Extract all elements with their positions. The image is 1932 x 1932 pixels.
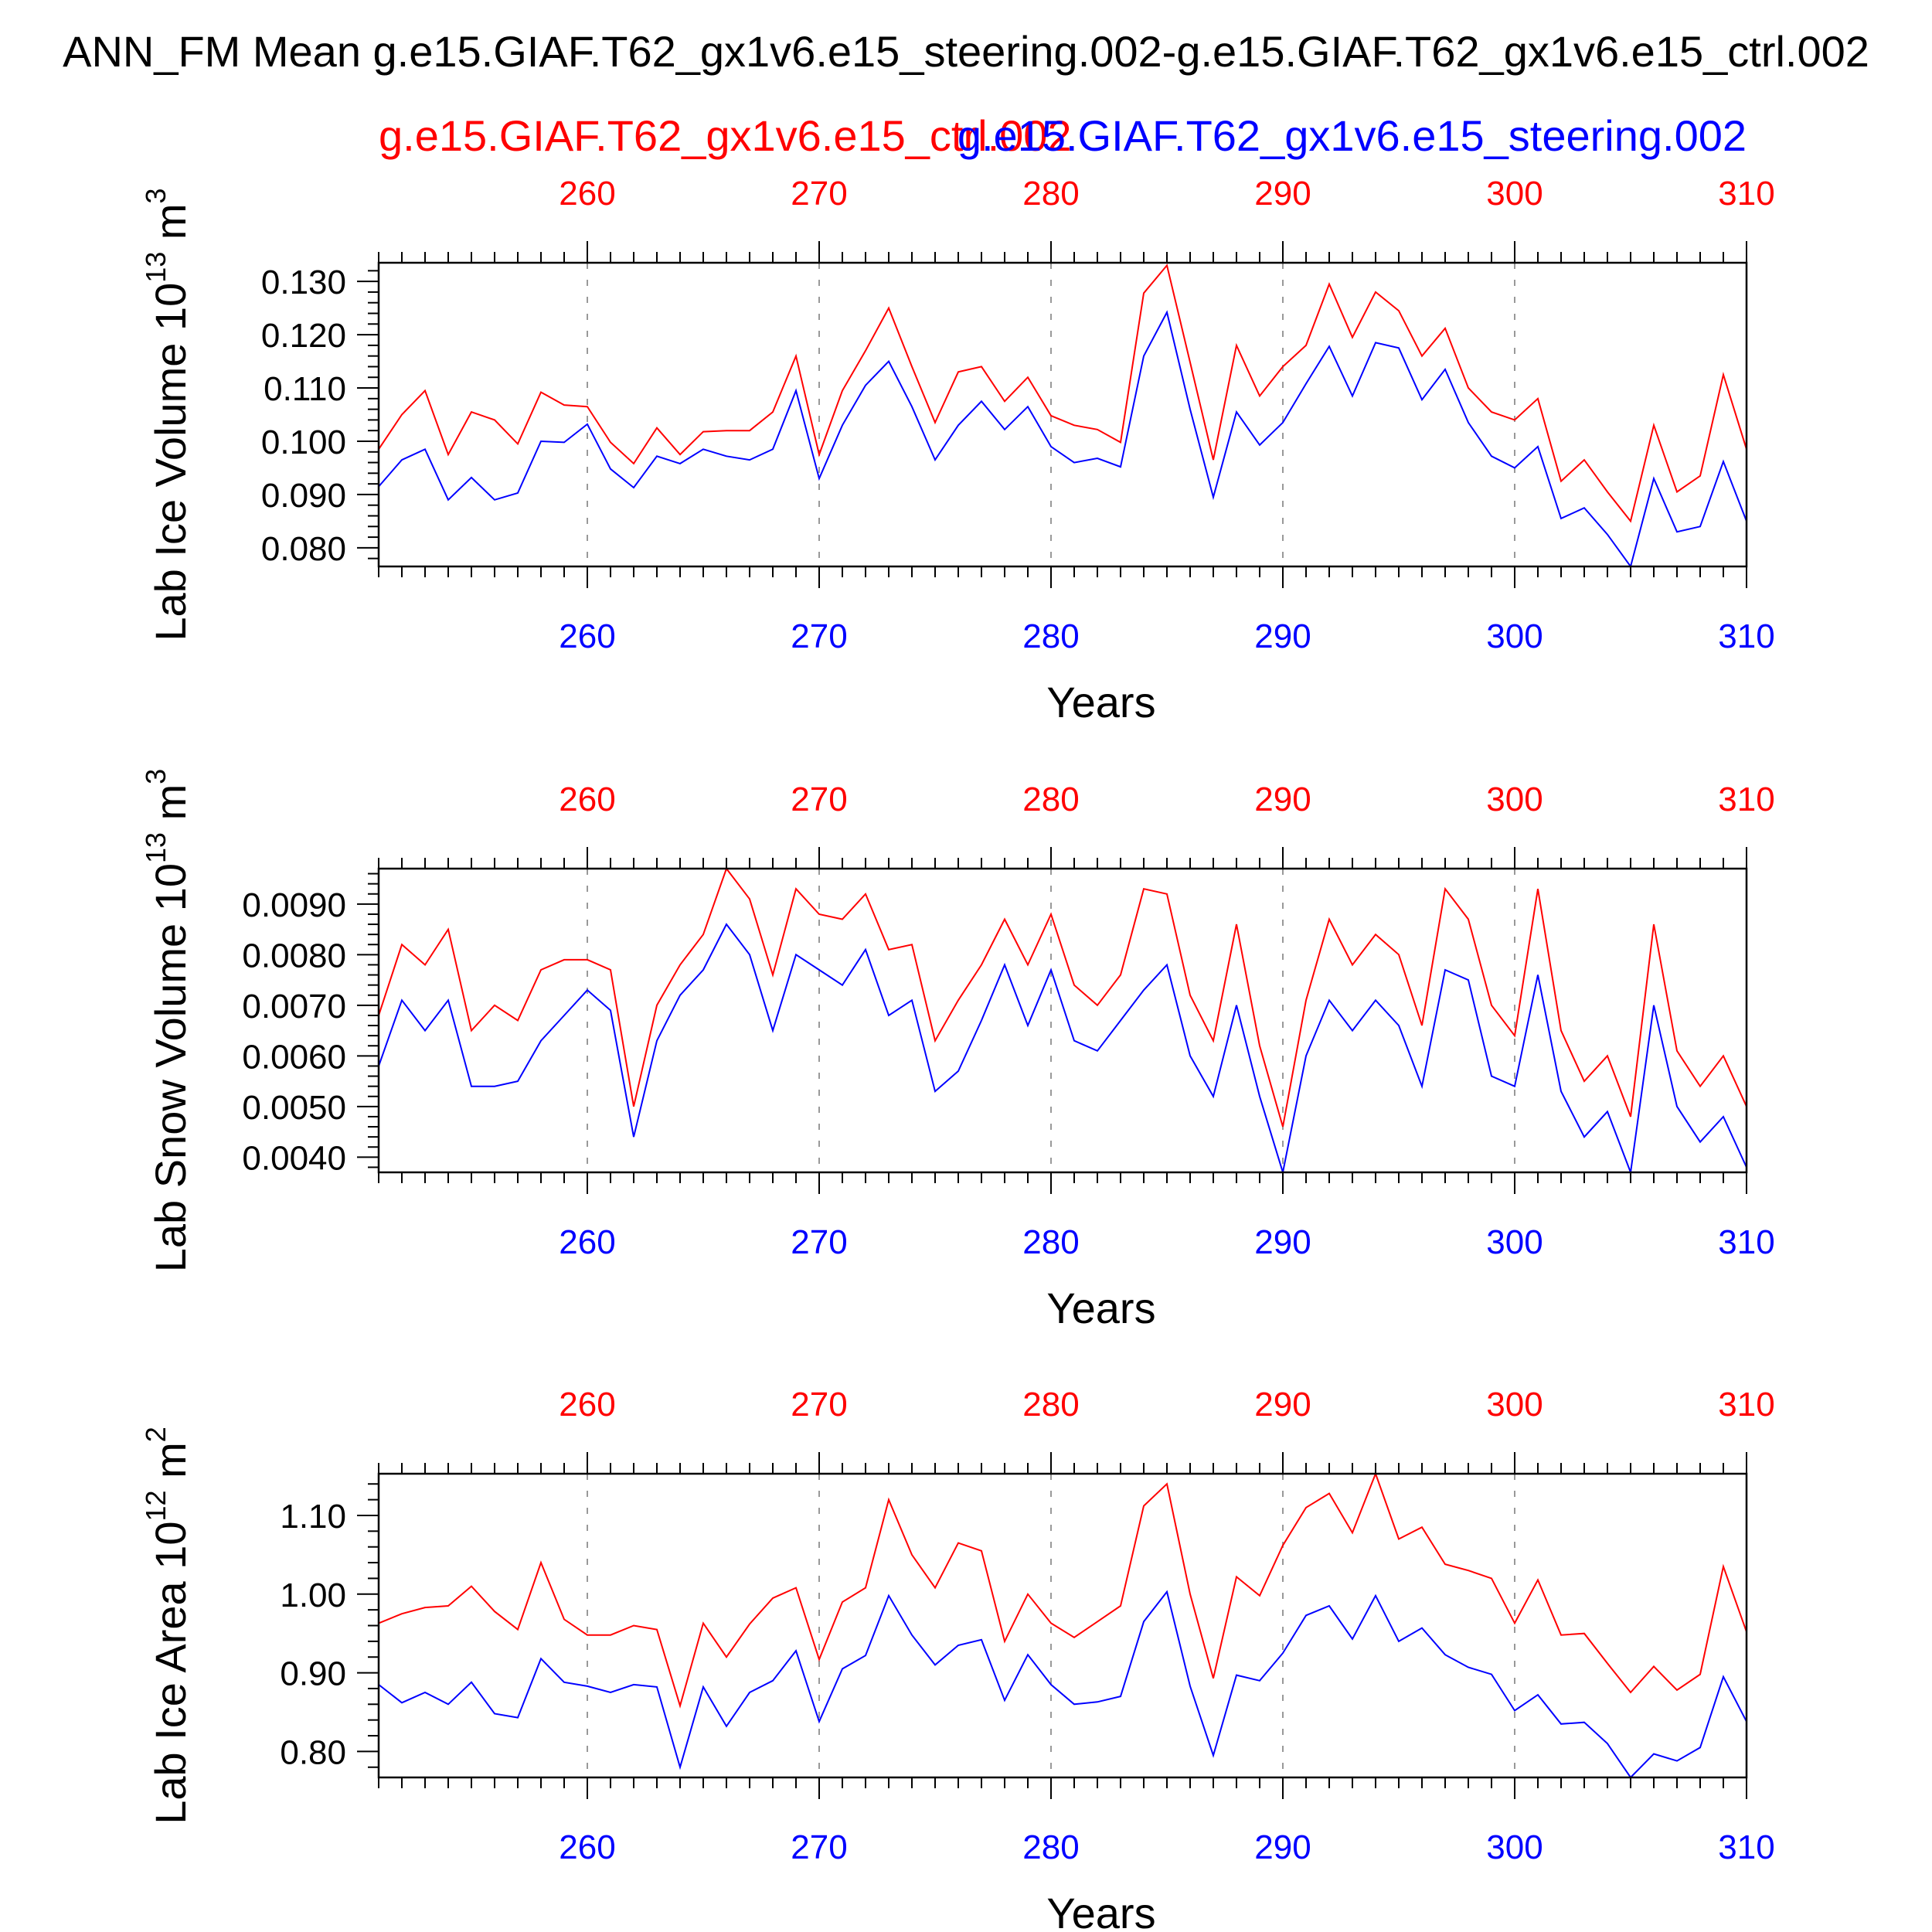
x-tick-label-top: 300 xyxy=(1486,1386,1543,1423)
y-tick-label: 0.80 xyxy=(280,1733,346,1771)
x-tick-label-bottom: 270 xyxy=(791,1828,847,1866)
x-tick-label-bottom: 290 xyxy=(1254,617,1311,655)
x-axis-label: Years xyxy=(1046,678,1155,726)
plot-frame xyxy=(377,1472,1748,1779)
panel-3: 0.80 0.90 1.00 1.10 260 260 270 270 280 280 290 290… xyxy=(140,1386,1775,1932)
x-tick-label-bottom: 280 xyxy=(1022,1828,1079,1866)
plot-frame xyxy=(377,261,1748,568)
series-line-ctrl xyxy=(379,869,1747,1128)
x-tick-label-top: 260 xyxy=(559,1386,615,1423)
x-tick-label-bottom: 260 xyxy=(559,1223,615,1261)
x-tick-label-bottom: 310 xyxy=(1718,1223,1774,1261)
y-tick-label: 0.110 xyxy=(264,370,346,408)
plot-frame xyxy=(377,867,1748,1174)
y-tick-label: 1.10 xyxy=(280,1498,346,1536)
x-tick-label-top: 300 xyxy=(1486,175,1543,213)
y-tick-label: 0.0090 xyxy=(242,886,346,924)
x-tick-label-top: 260 xyxy=(559,175,615,213)
x-axis-label: Years xyxy=(1046,1284,1155,1332)
x-tick-label-top: 260 xyxy=(559,781,615,818)
x-tick-label-top: 270 xyxy=(791,175,847,213)
y-tick-label: 1.00 xyxy=(280,1577,346,1614)
x-tick-label-bottom: 280 xyxy=(1022,617,1079,655)
y-axis-label: Lab Ice Volume 1013 m3 xyxy=(140,188,195,641)
y-tick-label: 0.0060 xyxy=(242,1038,346,1076)
x-tick-label-bottom: 290 xyxy=(1254,1223,1311,1261)
x-tick-label-bottom: 300 xyxy=(1486,1828,1543,1866)
y-tick-label: 0.0040 xyxy=(242,1139,346,1177)
x-tick-label-bottom: 300 xyxy=(1486,617,1543,655)
x-tick-label-top: 310 xyxy=(1718,781,1774,818)
x-tick-label-top: 290 xyxy=(1254,781,1311,818)
x-tick-label-top: 290 xyxy=(1254,175,1311,213)
y-axis-label: Lab Snow Volume 1013 m3 xyxy=(140,769,195,1273)
chart-title: ANN_FM Mean g.e15.GIAF.T62_gx1v6.e15_ste… xyxy=(63,27,1869,76)
y-axis-label: Lab Ice Area 1012 m2 xyxy=(140,1427,195,1825)
case-labels: g.e15.GIAF.T62_gx1v6.e15_ctrl.002 g.e15.… xyxy=(379,111,1747,160)
series-line-steering xyxy=(379,310,1747,566)
series-line-ctrl xyxy=(379,264,1747,523)
x-axis-label: Years xyxy=(1046,1889,1155,1932)
x-tick-label-top: 290 xyxy=(1254,1386,1311,1423)
x-tick-label-bottom: 260 xyxy=(559,1828,615,1866)
series-line-steering xyxy=(379,1590,1747,1777)
x-tick-label-bottom: 280 xyxy=(1022,1223,1079,1261)
y-tick-label: 0.130 xyxy=(261,264,346,301)
ctrl-case-label: g.e15.GIAF.T62_gx1v6.e15_ctrl.002 xyxy=(379,111,1072,160)
x-tick-label-bottom: 260 xyxy=(559,617,615,655)
x-tick-label-top: 270 xyxy=(791,781,847,818)
y-tick-label: 0.080 xyxy=(261,530,346,568)
x-tick-label-bottom: 310 xyxy=(1718,1828,1774,1866)
chart-panels: 0.080 0.090 0.100 0.110 0.120 0.130 260 260 270 2… xyxy=(140,175,1775,1932)
x-tick-label-top: 280 xyxy=(1022,175,1079,213)
y-tick-label: 0.120 xyxy=(261,317,346,355)
y-tick-label: 0.90 xyxy=(280,1655,346,1693)
y-tick-label: 0.0070 xyxy=(242,988,346,1026)
x-tick-label-top: 310 xyxy=(1718,1386,1774,1423)
x-tick-label-bottom: 310 xyxy=(1718,617,1774,655)
y-tick-label: 0.100 xyxy=(261,423,346,461)
x-tick-label-bottom: 290 xyxy=(1254,1828,1311,1866)
x-tick-label-bottom: 270 xyxy=(791,617,847,655)
y-tick-label: 0.0080 xyxy=(242,937,346,975)
series-line-steering xyxy=(379,923,1747,1172)
x-tick-label-top: 270 xyxy=(791,1386,847,1423)
x-tick-label-bottom: 270 xyxy=(791,1223,847,1261)
x-tick-label-top: 300 xyxy=(1486,781,1543,818)
panel-1: 0.080 0.090 0.100 0.110 0.120 0.130 260 260 270 2… xyxy=(140,175,1775,726)
x-tick-label-top: 310 xyxy=(1718,175,1774,213)
series-line-ctrl xyxy=(379,1474,1747,1709)
y-tick-label: 0.090 xyxy=(261,477,346,515)
panel-2: 0.0040 0.0050 0.0060 0.0070 0.0080 0.0090 260 2… xyxy=(140,769,1775,1332)
x-tick-label-bottom: 300 xyxy=(1486,1223,1543,1261)
test-case-label: g.e15.GIAF.T62_gx1v6.e15_steering.002 xyxy=(957,111,1747,160)
x-tick-label-top: 280 xyxy=(1022,781,1079,818)
y-tick-label: 0.0050 xyxy=(242,1089,346,1127)
x-tick-label-top: 280 xyxy=(1022,1386,1079,1423)
